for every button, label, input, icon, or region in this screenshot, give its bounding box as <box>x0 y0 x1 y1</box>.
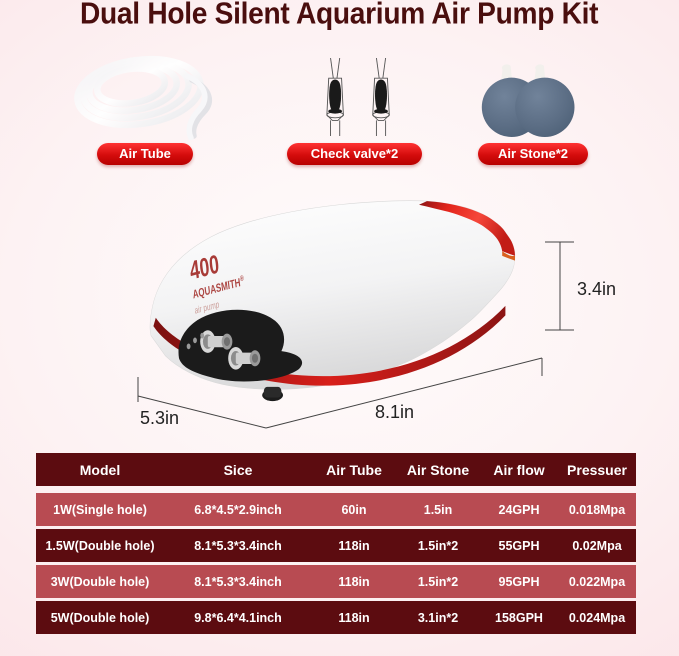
svg-text:5.3in: 5.3in <box>140 408 179 428</box>
svg-text:8.1in: 8.1in <box>375 402 414 422</box>
svg-text:3.4in: 3.4in <box>577 279 616 299</box>
